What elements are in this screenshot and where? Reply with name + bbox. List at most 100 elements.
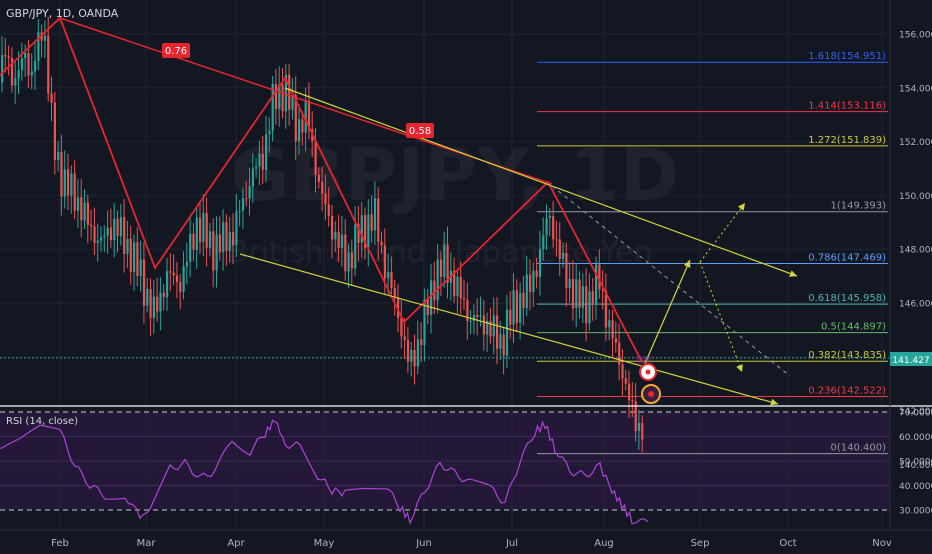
event-icon-upper[interactable] [639,363,657,381]
candle-body [499,334,502,349]
candle-body [595,264,598,304]
candle-body [463,298,466,300]
fib-level-label: 0.236(142.522) [808,386,886,397]
candle-body [545,218,548,236]
candle-body [601,289,604,291]
candle-body [189,233,192,262]
symbol-header[interactable]: GBP/JPY, 1D, OANDA [6,7,119,20]
candle-body [106,227,109,236]
arrowhead [770,398,778,406]
grid [0,0,890,530]
candle-body [588,291,591,324]
time-tick-label: May [314,538,335,549]
candle-body [604,290,608,328]
candle-body [360,215,363,243]
candle-body [436,259,439,301]
candle-body [512,290,515,325]
candle-body [505,309,509,356]
retracement-label-1[interactable]: 0.76 [162,43,190,58]
candle-body [380,241,383,246]
candle-body [624,378,627,384]
candle-body [581,286,584,308]
candle-body [142,259,146,306]
candle-body [284,74,287,112]
candle-body [393,288,396,298]
candle-body [383,245,386,279]
candle-body [100,237,103,241]
candle-body [459,276,462,299]
candle-body [169,271,172,273]
candle-body [70,173,73,196]
candle-body [212,231,215,271]
candle-body [453,270,456,297]
candle-body [73,173,76,211]
candle-body [347,252,350,272]
candle-body [307,100,311,130]
candle-body [334,231,337,240]
price-tick-label: 140.000 [899,461,932,471]
candle-body [301,119,304,133]
candle-body [439,259,443,277]
candle-body [4,55,7,57]
candle-body [294,94,297,142]
retracement-value-2: 0.58 [409,126,431,137]
time-tick-label: Apr [227,538,245,549]
candle-body [614,338,617,343]
candle-body [146,288,149,306]
candle-body [433,280,436,301]
candle-body [113,218,116,241]
time-tick-label: Sep [691,538,710,549]
channel-upper-line [284,87,798,277]
candle-body [327,204,330,216]
fibonacci-levels: 1.618(154.951) 1.414(153.116) 1.272(151.83… [537,51,888,455]
candle-body [76,197,80,211]
candle-body [578,279,581,308]
candle-body [43,35,47,41]
event-icon-lower[interactable] [641,384,661,404]
candle-body [222,222,225,253]
price-tick-label: 148.000 [899,246,932,256]
candle-body [420,339,423,345]
candle-body [248,186,251,199]
candle-body [317,174,320,182]
arrowhead [737,203,745,211]
arrowhead [789,270,797,277]
candle-body [535,270,538,277]
candle-body [175,275,179,282]
fib-level-label: 1(149.393) [830,201,886,212]
candle-body [208,231,212,248]
candle-body [331,215,334,240]
price-tick-label: 156.000 [899,31,932,41]
drawings [0,16,798,406]
fib-level-label: 0.382(143.835) [808,350,886,361]
candle-body [199,217,202,242]
candle-body [162,292,165,298]
candle-body [466,299,469,322]
rsi-label[interactable]: RSI (14, close) [6,416,78,427]
candle-body [367,214,370,248]
candle-body [192,233,195,250]
time-tick-label: Jul [505,538,518,549]
fib-level-label: 1.618(154.951) [808,51,886,62]
fib-level-label: 0.5(144.897) [821,322,886,333]
candle-body [423,299,426,345]
candle-body [562,253,565,260]
retracement-label-2[interactable]: 0.58 [406,123,434,138]
candle-body [27,53,30,76]
candle-body [525,274,528,309]
rsi-tick-label: 70.0000 [899,409,932,419]
axes[interactable]: 156.000 154.000 152.000 150.000 148.000 146.0… [51,31,932,550]
candle-body [443,244,446,277]
candle-body [608,320,611,328]
price-tick-label: 154.000 [899,84,932,94]
candle-body [598,264,601,290]
price-tick-label: 152.000 [899,138,932,148]
candle-body [17,70,20,79]
candle-body [14,78,17,86]
candle-body [565,253,568,289]
candles [1,16,644,453]
time-tick-label: Nov [872,538,892,549]
price-tick-label: 146.000 [899,300,932,310]
candle-body [324,193,327,205]
